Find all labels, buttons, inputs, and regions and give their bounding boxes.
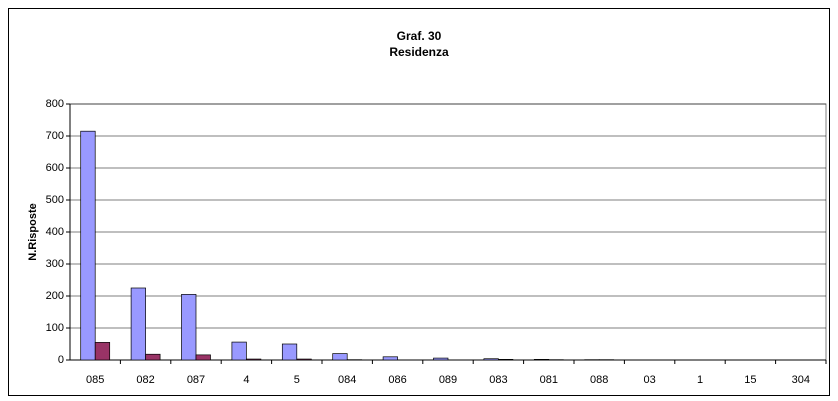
bar xyxy=(181,294,197,361)
x-tick-label: 5 xyxy=(294,374,300,386)
x-tick-label: 081 xyxy=(540,374,558,386)
y-tick-label: 200 xyxy=(46,290,64,302)
bar xyxy=(246,358,262,361)
bar xyxy=(483,358,499,361)
y-tick-label: 300 xyxy=(46,258,64,270)
x-tick-label: 086 xyxy=(388,374,406,386)
bar xyxy=(231,341,247,361)
x-tick-label: 085 xyxy=(86,374,104,386)
x-tick-label: 088 xyxy=(590,374,608,386)
chart-subtitle: Residenza xyxy=(389,45,449,59)
bar xyxy=(80,130,96,361)
x-tick-label: 4 xyxy=(243,374,249,386)
bar xyxy=(145,353,161,361)
x-tick-label: 03 xyxy=(643,374,655,386)
bar xyxy=(498,359,514,361)
x-tick-label: 089 xyxy=(439,374,457,386)
bar xyxy=(130,287,146,361)
y-tick-label: 800 xyxy=(46,98,64,110)
bar xyxy=(296,358,312,361)
x-tick-label: 083 xyxy=(489,374,507,386)
y-tick-label: 0 xyxy=(58,354,64,366)
bar xyxy=(433,357,449,361)
x-tick-label: 304 xyxy=(792,374,810,386)
y-tick-label: 600 xyxy=(46,162,64,174)
y-axis-label: N.Risposte xyxy=(27,203,39,260)
y-tick-label: 500 xyxy=(46,194,64,206)
x-tick-label: 084 xyxy=(338,374,356,386)
y-tick-label: 700 xyxy=(46,130,64,142)
x-tick-label: 15 xyxy=(744,374,756,386)
y-tick-label: 400 xyxy=(46,226,64,238)
bar xyxy=(281,343,298,361)
bar xyxy=(195,354,211,361)
bar xyxy=(94,342,111,361)
chart-title: Graf. 30 xyxy=(397,29,442,43)
x-tick-label: 082 xyxy=(136,374,154,386)
bar xyxy=(382,356,398,361)
bar xyxy=(332,353,348,361)
x-tick-label: 1 xyxy=(697,374,703,386)
y-tick-label: 100 xyxy=(46,322,64,334)
bar xyxy=(533,359,550,361)
x-tick-label: 087 xyxy=(187,374,205,386)
